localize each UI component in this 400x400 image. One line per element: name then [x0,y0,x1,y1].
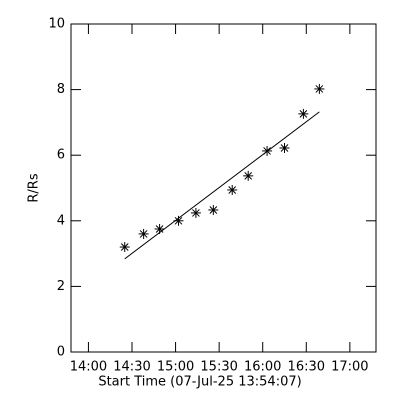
y-tick-label: 8 [57,82,65,97]
y-tick-label: 6 [57,148,65,163]
y-tick-label: 2 [57,279,65,294]
marker-stroke [209,206,218,214]
marker-stroke [139,230,148,238]
fit-line [124,111,320,260]
marker-stroke [299,110,308,118]
x-tick-label: 15:30 [200,360,237,375]
marker-stroke [192,209,200,217]
marker-stroke [174,216,183,225]
marker-stroke [120,243,129,251]
y-tick-label: 10 [48,17,65,32]
asterisk-marker [298,108,309,119]
asterisk-marker [138,228,149,239]
asterisk-marker [190,207,201,218]
marker-stroke [228,186,237,194]
x-tick-label: 17:00 [331,360,368,375]
marker-stroke [244,172,253,180]
asterisk-marker [243,170,254,181]
x-tick-label: 15:00 [157,360,194,375]
marker-stroke [315,85,324,93]
plot-frame [70,23,377,353]
asterisk-marker [227,184,238,195]
x-tick-label: 16:00 [244,360,281,375]
x-tick-label: 14:30 [113,360,150,375]
x-tick-label: 14:00 [70,360,107,375]
x-tick-label: 16:30 [288,360,325,375]
asterisk-marker [208,204,219,215]
asterisk-marker [279,142,290,153]
x-axis-label: Start Time (07-Jul-25 13:54:07) [98,375,301,390]
asterisk-marker [314,83,325,94]
marker-stroke [155,225,164,233]
marker-stroke [280,144,289,152]
asterisk-marker [119,242,130,253]
y-tick-label: 0 [57,345,65,360]
y-tick-label: 4 [57,213,65,228]
y-axis-label: R/Rs [27,173,42,202]
